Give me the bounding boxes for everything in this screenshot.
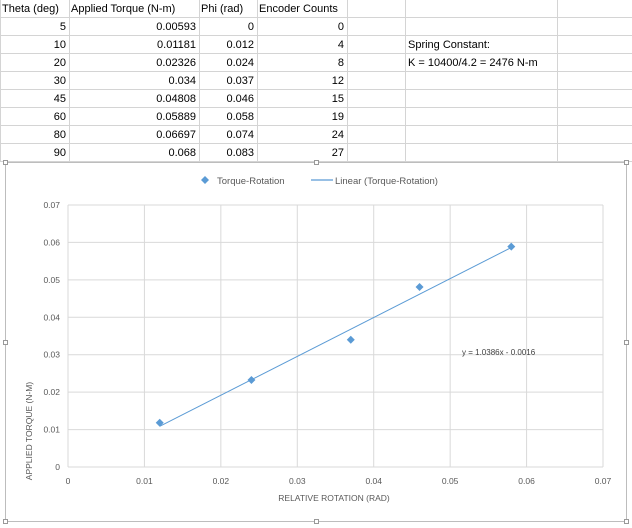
y-tick-label: 0.04 bbox=[43, 312, 60, 322]
data-cell[interactable]: 0.034 bbox=[168, 75, 196, 87]
resize-handle-bottom-right[interactable] bbox=[624, 519, 629, 524]
data-cell[interactable]: 8 bbox=[337, 57, 344, 69]
x-axis-title: RELATIVE ROTATION (RAD) bbox=[278, 493, 390, 503]
data-cell[interactable]: 0.05889 bbox=[156, 111, 196, 123]
grid-row-line bbox=[0, 71, 632, 72]
data-cell[interactable]: 12 bbox=[331, 75, 344, 87]
y-tick-label: 0.07 bbox=[43, 200, 60, 210]
data-cell[interactable]: 0 bbox=[337, 21, 344, 33]
data-cell[interactable]: 80 bbox=[53, 129, 66, 141]
legend-diamond-marker bbox=[201, 176, 209, 184]
resize-handle-top-left[interactable] bbox=[3, 160, 8, 165]
legend-trendline-label: Linear (Torque-Rotation) bbox=[335, 176, 438, 187]
header-cell[interactable]: Theta (deg) bbox=[2, 3, 59, 15]
data-cell[interactable]: 19 bbox=[331, 111, 344, 123]
data-cell[interactable]: 27 bbox=[331, 147, 344, 159]
grid-column-line bbox=[557, 0, 558, 162]
x-tick-label: 0.04 bbox=[365, 476, 382, 486]
grid-row-line bbox=[0, 17, 632, 18]
data-cell[interactable]: 0.037 bbox=[226, 75, 254, 87]
y-tick-label: 0.01 bbox=[43, 425, 60, 435]
grid-column-line bbox=[69, 0, 70, 162]
header-cell[interactable]: Applied Torque (N-m) bbox=[71, 3, 176, 15]
data-cell[interactable]: 0.074 bbox=[226, 129, 254, 141]
grid-column-line bbox=[199, 0, 200, 162]
resize-handle-bottom[interactable] bbox=[314, 519, 319, 524]
grid-row-line bbox=[0, 53, 632, 54]
grid-row-line bbox=[0, 143, 632, 144]
data-point-diamond[interactable] bbox=[155, 418, 164, 427]
data-cell[interactable]: 30 bbox=[53, 75, 66, 87]
data-cell[interactable]: 0 bbox=[247, 21, 254, 33]
legend-series-label: Torque-Rotation bbox=[217, 176, 285, 187]
data-cell[interactable]: 0.024 bbox=[226, 57, 254, 69]
data-cell[interactable]: 45 bbox=[53, 93, 66, 105]
data-cell[interactable]: 20 bbox=[53, 57, 66, 69]
data-cell[interactable]: 4 bbox=[337, 39, 344, 51]
data-point-diamond[interactable] bbox=[507, 242, 516, 251]
grid-column-line bbox=[347, 0, 348, 162]
data-cell[interactable]: 0.068 bbox=[168, 147, 196, 159]
data-cell[interactable]: 15 bbox=[331, 93, 344, 105]
x-tick-label: 0.01 bbox=[136, 476, 153, 486]
data-point-diamond[interactable] bbox=[415, 283, 424, 292]
grid-column-line bbox=[405, 0, 406, 162]
data-cell[interactable]: 0.02326 bbox=[156, 57, 196, 69]
resize-handle-top[interactable] bbox=[314, 160, 319, 165]
resize-handle-top-right[interactable] bbox=[624, 160, 629, 165]
data-point-diamond[interactable] bbox=[247, 375, 256, 384]
data-cell[interactable]: 10 bbox=[53, 39, 66, 51]
resize-handle-right[interactable] bbox=[624, 340, 629, 345]
grid-row-line bbox=[0, 107, 632, 108]
trendline-equation: y = 1.0386x - 0.0016 bbox=[462, 348, 536, 357]
x-tick-label: 0 bbox=[66, 476, 71, 486]
grid-row-line bbox=[0, 35, 632, 36]
linear-trendline[interactable] bbox=[159, 247, 512, 427]
header-cell[interactable]: Phi (rad) bbox=[201, 3, 244, 15]
resize-handle-left[interactable] bbox=[3, 340, 8, 345]
header-cell[interactable]: Encoder Counts bbox=[259, 3, 338, 15]
y-tick-label: 0.02 bbox=[43, 387, 60, 397]
data-cell[interactable]: 24 bbox=[331, 129, 344, 141]
data-cell[interactable]: 60 bbox=[53, 111, 66, 123]
data-cell[interactable]: 90 bbox=[53, 147, 66, 159]
grid-row-line bbox=[0, 89, 632, 90]
y-axis-title: APPLIED TORQUE (N-M) bbox=[24, 382, 34, 481]
data-cell[interactable]: 5 bbox=[59, 21, 66, 33]
grid-column-line bbox=[257, 0, 258, 162]
x-tick-label: 0.05 bbox=[442, 476, 459, 486]
x-tick-label: 0.06 bbox=[518, 476, 535, 486]
spreadsheet-grid[interactable]: Theta (deg) Applied Torque (N-m) Phi (rad)… bbox=[0, 0, 632, 162]
data-cell[interactable]: 0.04808 bbox=[156, 93, 196, 105]
data-cell[interactable]: 0.01181 bbox=[157, 39, 196, 51]
scatter-chart: 0 0.01 0.02 0.03 0.04 0.05 0.06 0.07 0 0.01 0.02 0.… bbox=[24, 176, 612, 503]
data-cell[interactable]: 0.083 bbox=[226, 147, 254, 159]
grid-column-line bbox=[0, 0, 1, 162]
y-tick-label: 0 bbox=[55, 462, 60, 472]
spring-constant-value[interactable]: K = 10400/4.2 = 2476 N-m bbox=[408, 57, 538, 69]
resize-handle-bottom-left[interactable] bbox=[3, 519, 8, 524]
grid-row-line bbox=[0, 125, 632, 126]
x-tick-label: 0.07 bbox=[595, 476, 612, 486]
x-tick-label: 0.03 bbox=[289, 476, 306, 486]
data-cell[interactable]: 0.012 bbox=[226, 39, 254, 51]
data-cell[interactable]: 0.00593 bbox=[156, 21, 196, 33]
y-tick-label: 0.03 bbox=[43, 350, 60, 360]
y-tick-label: 0.05 bbox=[43, 275, 60, 285]
x-tick-label: 0.02 bbox=[213, 476, 230, 486]
data-cell[interactable]: 0.046 bbox=[226, 93, 254, 105]
chart-area[interactable]: 0 0.01 0.02 0.03 0.04 0.05 0.06 0.07 0 0.01 0.02 0.… bbox=[3, 160, 629, 524]
data-point-diamond[interactable] bbox=[346, 335, 355, 344]
data-cell[interactable]: 0.058 bbox=[226, 111, 254, 123]
y-tick-label: 0.06 bbox=[43, 237, 60, 247]
spring-constant-label[interactable]: Spring Constant: bbox=[408, 39, 490, 51]
data-cell[interactable]: 0.06697 bbox=[156, 129, 196, 141]
